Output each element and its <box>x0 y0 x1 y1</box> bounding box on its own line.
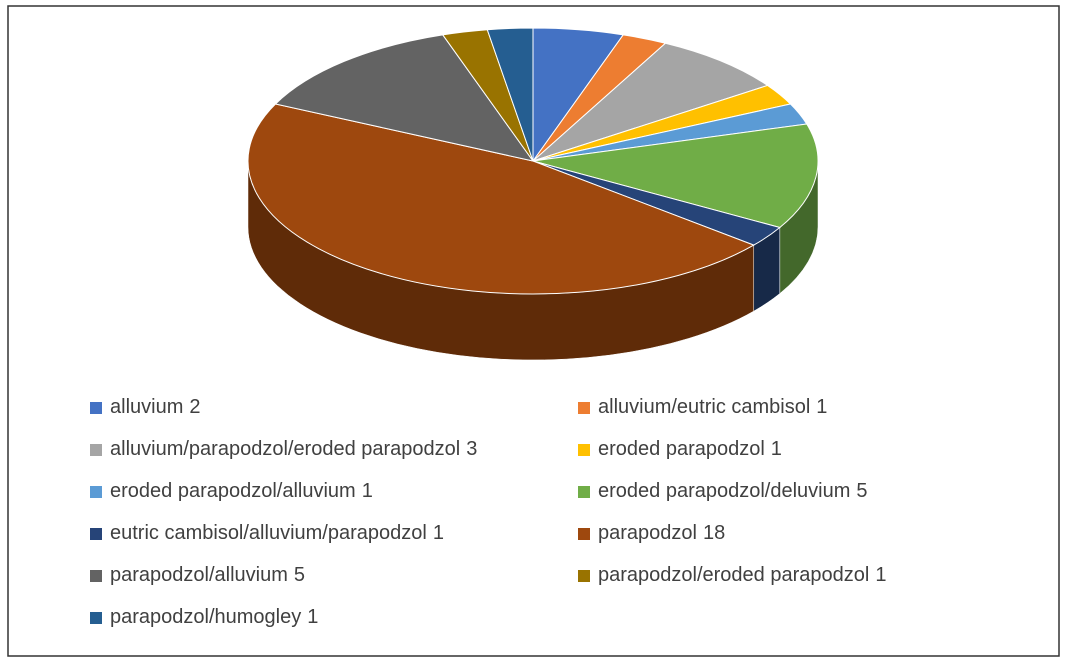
legend-value: 1 <box>433 522 444 544</box>
legend-name: parapodzol/alluvium <box>110 564 288 586</box>
legend-label: eroded parapodzol 1 <box>598 438 782 460</box>
legend-swatch <box>90 402 102 414</box>
legend-name: eroded parapodzol/deluvium <box>598 480 850 502</box>
legend-name: parapodzol <box>598 522 697 544</box>
legend-name: parapodzol/eroded parapodzol <box>598 564 869 586</box>
legend-value: 1 <box>771 438 782 460</box>
legend-swatch <box>90 486 102 498</box>
legend-swatch <box>578 528 590 540</box>
pie-tops <box>247 27 819 295</box>
legend-label: alluvium/eutric cambisol 1 <box>598 396 827 418</box>
pie-slice <box>274 34 535 162</box>
legend-label: alluvium 2 <box>110 396 200 418</box>
legend-name: eroded parapodzol/alluvium <box>110 480 356 502</box>
legend-swatch <box>578 402 590 414</box>
pie-slice <box>532 42 769 162</box>
legend-label: eroded parapodzol/alluvium 1 <box>110 480 373 502</box>
legend-name: eutric cambisol/alluvium/parapodzol <box>110 522 427 544</box>
legend-name: parapodzol/humogley <box>110 606 301 628</box>
legend-swatch <box>578 486 590 498</box>
legend-value: 1 <box>362 480 373 502</box>
legend-label: parapodzol/alluvium 5 <box>110 564 305 586</box>
legend-value: 1 <box>816 396 827 418</box>
legend-label: parapodzol/eroded parapodzol 1 <box>598 564 886 586</box>
legend-value: 5 <box>294 564 305 586</box>
legend-swatch <box>90 612 102 624</box>
legend-value: 1 <box>307 606 318 628</box>
legend-name: alluvium <box>110 396 183 418</box>
legend-value: 3 <box>466 438 477 460</box>
legend-name: alluvium/parapodzol/eroded parapodzol <box>110 438 460 460</box>
legend-value: 2 <box>189 396 200 418</box>
pie-slice <box>247 103 755 295</box>
legend-value: 5 <box>856 480 867 502</box>
legend-swatch <box>90 444 102 456</box>
legend-name: alluvium/eutric cambisol <box>598 396 810 418</box>
legend-label: eroded parapodzol/deluvium 5 <box>598 480 868 502</box>
legend: alluvium 2 alluvium/eutric cambisol 1alluvi… <box>90 396 886 628</box>
legend-value: 1 <box>875 564 886 586</box>
legend-swatch <box>90 528 102 540</box>
legend-label: eutric cambisol/alluvium/parapodzol 1 <box>110 522 444 544</box>
pie-slice <box>532 123 819 229</box>
legend-swatch <box>578 444 590 456</box>
legend-swatch <box>578 570 590 582</box>
legend-label: alluvium/parapodzol/eroded parapodzol 3 <box>110 438 477 460</box>
legend-label: parapodzol/humogley 1 <box>110 606 318 628</box>
pie-slice <box>486 27 534 162</box>
legend-swatch <box>90 570 102 582</box>
legend-name: eroded parapodzol <box>598 438 765 460</box>
legend-label: parapodzol 18 <box>598 522 725 544</box>
legend-value: 18 <box>703 522 725 544</box>
